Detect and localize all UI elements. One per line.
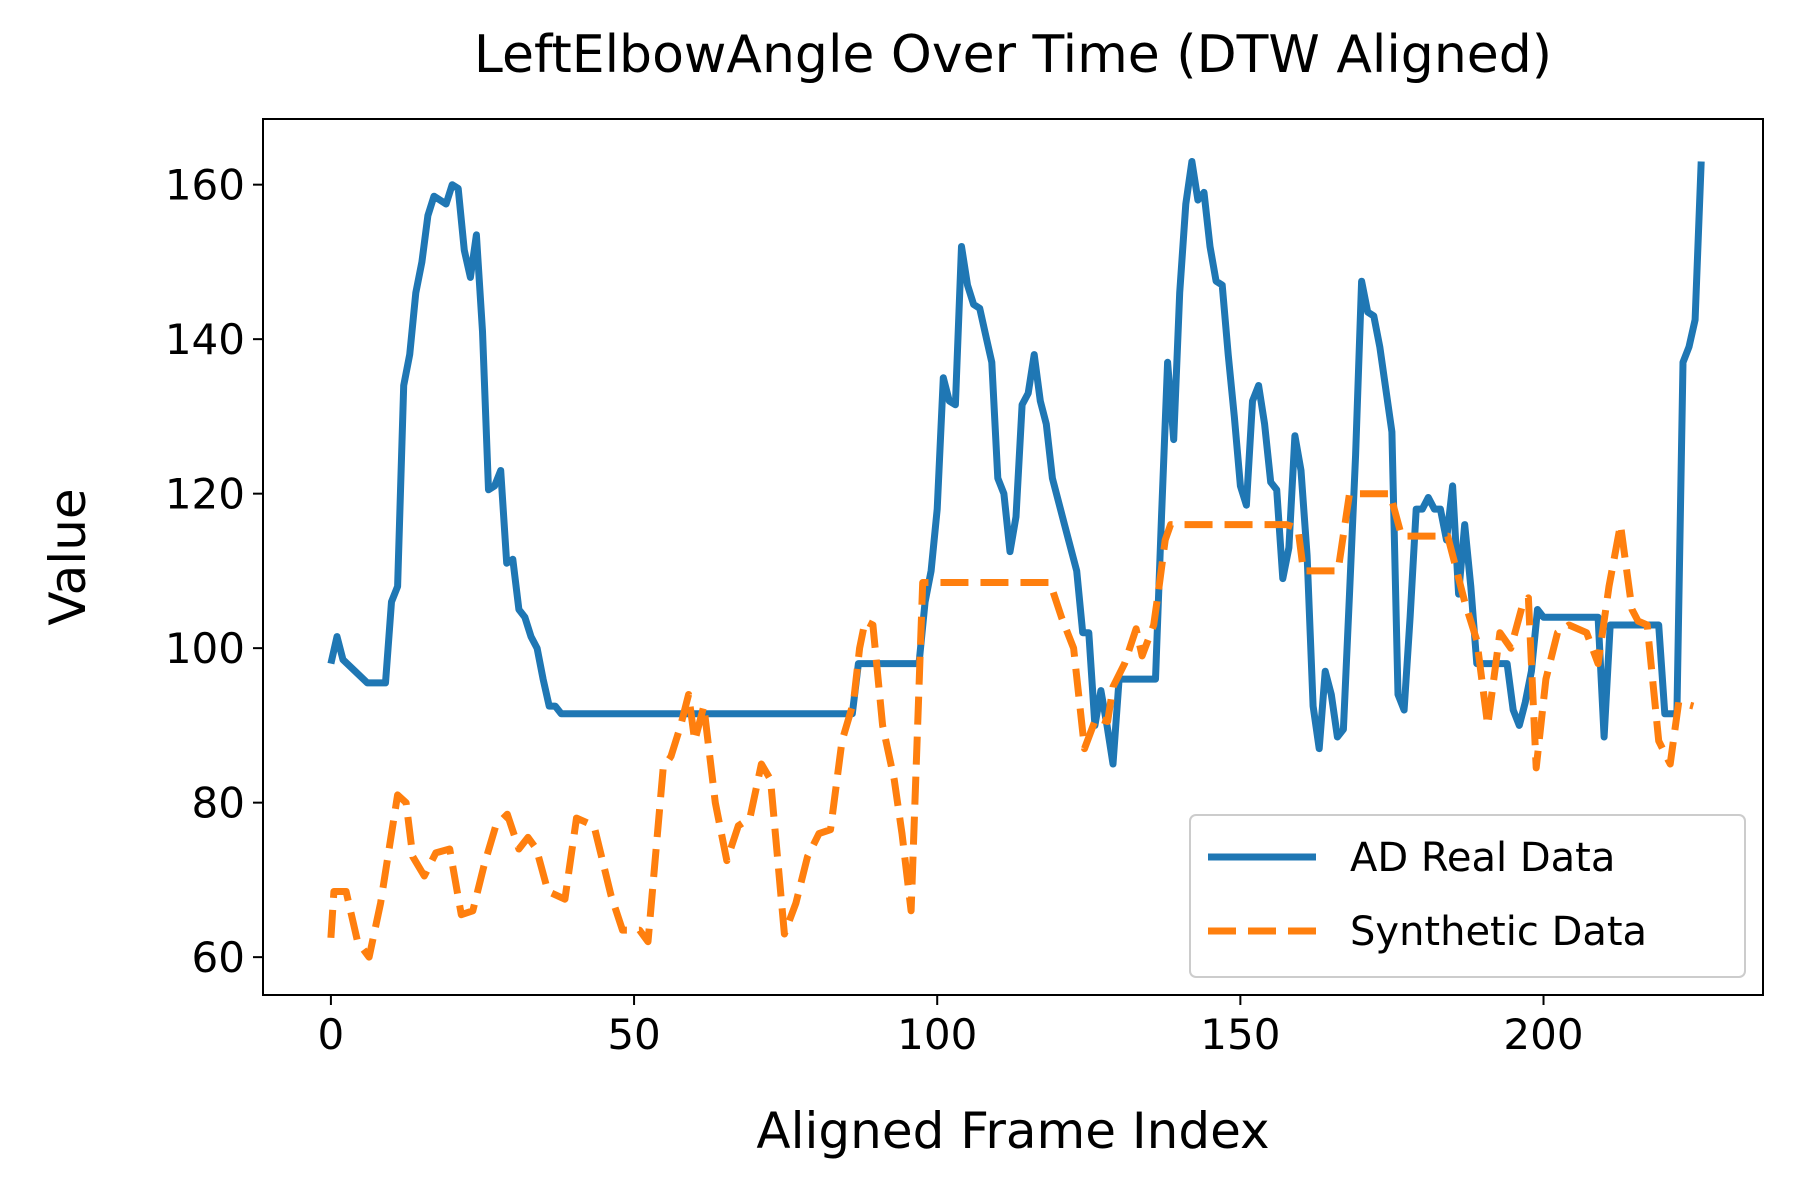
x-tick-label: 0 bbox=[318, 1010, 345, 1059]
x-tick-label: 100 bbox=[897, 1010, 977, 1059]
y-tick-label: 100 bbox=[165, 624, 245, 673]
legend-label: AD Real Data bbox=[1350, 835, 1615, 881]
y-tick-label: 120 bbox=[165, 470, 245, 519]
y-axis-label: Value bbox=[39, 488, 97, 625]
y-tick-label: 160 bbox=[165, 161, 245, 210]
x-tick-label: 150 bbox=[1200, 1010, 1280, 1059]
x-tick-label: 50 bbox=[607, 1010, 660, 1059]
chart-title: LeftElbowAngle Over Time (DTW Aligned) bbox=[474, 25, 1552, 85]
plot-frame bbox=[262, 118, 1764, 996]
y-tick-label: 80 bbox=[192, 779, 245, 828]
x-axis-label: Aligned Frame Index bbox=[756, 1102, 1269, 1160]
legend-label: Synthetic Data bbox=[1350, 909, 1647, 955]
legend-box bbox=[1189, 814, 1746, 978]
y-tick-label: 140 bbox=[165, 315, 245, 364]
y-tick-label: 60 bbox=[192, 933, 245, 982]
x-tick-label: 200 bbox=[1503, 1010, 1583, 1059]
data-line bbox=[327, 158, 1705, 768]
data-line bbox=[327, 490, 1695, 961]
